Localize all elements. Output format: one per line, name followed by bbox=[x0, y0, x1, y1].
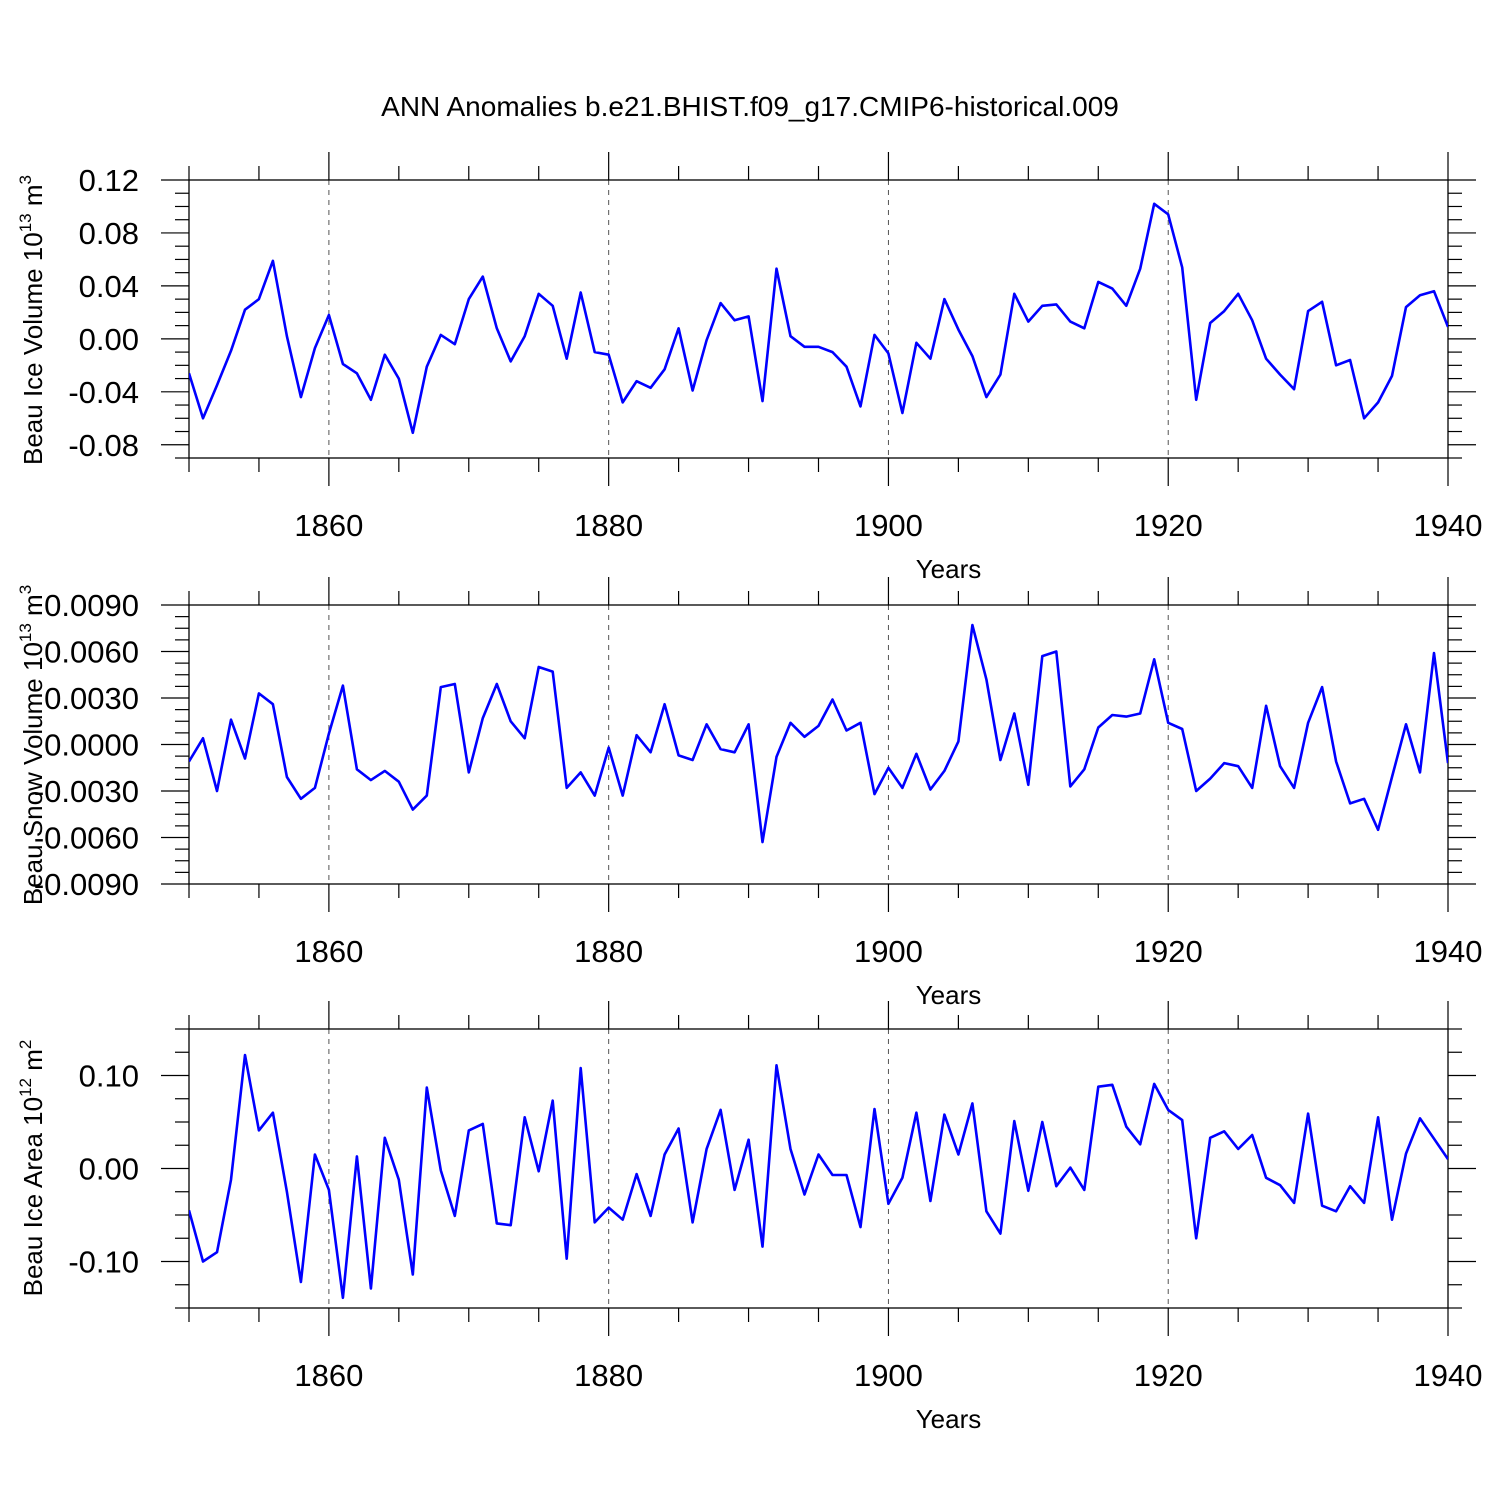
y-tick-label: 0.04 bbox=[79, 269, 139, 304]
figure-title: ANN Anomalies b.e21.BHIST.f09_g17.CMIP6-… bbox=[381, 91, 1119, 122]
y-axis-label: Beau Ice Area 1012 m2 bbox=[16, 1040, 48, 1297]
x-tick-label: 1880 bbox=[574, 1358, 643, 1393]
y-tick-label: -0.10 bbox=[68, 1245, 139, 1280]
x-tick-label: 1860 bbox=[294, 934, 363, 969]
x-axis-label: Years bbox=[916, 1404, 982, 1434]
y-tick-label: 0.00 bbox=[79, 1152, 139, 1187]
x-tick-label: 1860 bbox=[294, 508, 363, 543]
y-tick-label: -0.08 bbox=[68, 428, 139, 463]
y-tick-label: 0.08 bbox=[79, 216, 139, 251]
y-tick-label: -0.04 bbox=[68, 375, 139, 410]
x-axis-label: Years bbox=[916, 980, 982, 1010]
x-tick-label: 1940 bbox=[1414, 1358, 1483, 1393]
y-axis-label: Beau Ice Volume 1013 m3 bbox=[16, 175, 48, 465]
y-tick-label: 0.0000 bbox=[44, 728, 139, 763]
x-tick-label: 1920 bbox=[1134, 934, 1203, 969]
panel-1: 0.12 0.08 0.04 0.00 -0.04 -0.08 1860 1880 1900 19… bbox=[16, 152, 1482, 584]
x-tick-label: 1900 bbox=[854, 508, 923, 543]
series-line-2 bbox=[189, 623, 1448, 844]
y-tick-label: 0.00 bbox=[79, 322, 139, 357]
panels: 0.12 0.08 0.04 0.00 -0.04 -0.08 1860 1880 1900 19… bbox=[16, 152, 1482, 1434]
y-tick-label: 0.0060 bbox=[44, 635, 139, 670]
x-axis-label: Years bbox=[916, 554, 982, 584]
y-tick-label: 0.12 bbox=[79, 163, 139, 198]
x-tick-label: 1900 bbox=[854, 934, 923, 969]
y-axis-label: Beau Snow Volume 1013 m3 bbox=[16, 585, 48, 905]
y-tick-label: -0.0030 bbox=[34, 774, 139, 809]
series-line-3 bbox=[189, 1053, 1448, 1300]
x-tick-label: 1880 bbox=[574, 934, 643, 969]
x-tick-label: 1940 bbox=[1414, 508, 1483, 543]
x-tick-label: 1940 bbox=[1414, 934, 1483, 969]
y-tick-label: 0.0090 bbox=[44, 588, 139, 623]
x-tick-label: 1880 bbox=[574, 508, 643, 543]
y-tick-label: -0.0090 bbox=[34, 867, 139, 902]
x-tick-label: 1900 bbox=[854, 1358, 923, 1393]
y-tick-label: 0.10 bbox=[79, 1059, 139, 1094]
x-tick-label: 1920 bbox=[1134, 508, 1203, 543]
panel-2: 0.0090 0.0060 0.0030 0.0000 -0.0030 -0.0060 -0… bbox=[16, 577, 1482, 1010]
panel-3: 0.10 0.00 -0.10 1860 1880 1900 1920 1940 Years Be… bbox=[16, 1001, 1482, 1434]
series-line-1 bbox=[189, 202, 1448, 435]
y-tick-label: 0.0030 bbox=[44, 681, 139, 716]
x-tick-label: 1920 bbox=[1134, 1358, 1203, 1393]
x-tick-label: 1860 bbox=[294, 1358, 363, 1393]
y-tick-label: -0.0060 bbox=[34, 821, 139, 856]
